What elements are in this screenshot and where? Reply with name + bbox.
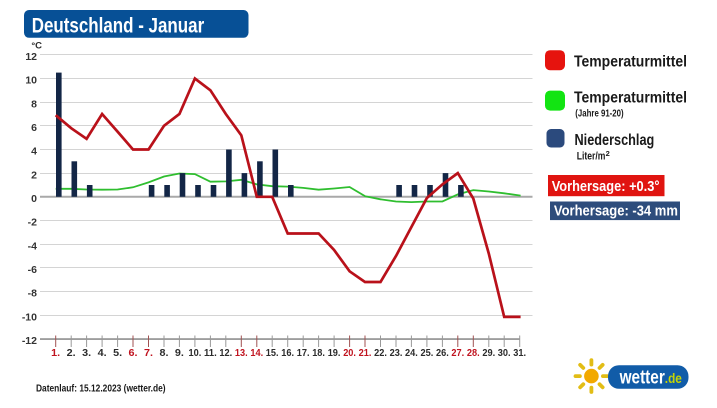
svg-text:12: 12	[25, 51, 37, 63]
svg-text:18.: 18.	[312, 347, 325, 359]
svg-text:-4: -4	[28, 240, 37, 252]
svg-text:24.: 24.	[405, 347, 418, 359]
svg-text:15.: 15.	[266, 347, 279, 359]
svg-text:21.: 21.	[359, 347, 372, 359]
svg-text:-12: -12	[22, 335, 37, 347]
svg-text:14.: 14.	[250, 347, 263, 359]
svg-text:10.: 10.	[189, 347, 202, 359]
svg-text:°C: °C	[31, 41, 42, 52]
svg-text:-10: -10	[22, 311, 37, 323]
svg-text:Temperaturmittel: Temperaturmittel	[574, 53, 687, 70]
svg-text:23.: 23.	[390, 347, 403, 359]
svg-text:17.: 17.	[297, 347, 310, 359]
svg-text:-8: -8	[28, 288, 37, 300]
svg-text:27.: 27.	[451, 347, 464, 359]
svg-text:-6: -6	[28, 264, 37, 276]
svg-text:8: 8	[31, 98, 37, 110]
svg-text:22.: 22.	[374, 347, 387, 359]
svg-text:Niederschlag: Niederschlag	[575, 132, 655, 149]
svg-text:12.: 12.	[219, 347, 232, 359]
svg-text:2.: 2.	[67, 347, 76, 359]
svg-text:wetter: wetter	[619, 367, 665, 388]
svg-text:7.: 7.	[144, 347, 153, 359]
svg-text:1.: 1.	[51, 347, 60, 359]
svg-text:31.: 31.	[513, 347, 526, 359]
svg-text:(Jahre 91-20): (Jahre 91-20)	[575, 108, 623, 119]
svg-text:2: 2	[606, 149, 610, 158]
svg-text:13.: 13.	[235, 347, 248, 359]
svg-text:3.: 3.	[82, 347, 91, 359]
svg-text:28.: 28.	[467, 347, 480, 359]
svg-text:-2: -2	[28, 217, 37, 229]
svg-text:.de: .de	[665, 370, 682, 386]
svg-text:Datenlauf: 15.12.2023 (wetter.: Datenlauf: 15.12.2023 (wetter.de)	[36, 384, 166, 395]
svg-text:Deutschland - Januar: Deutschland - Januar	[32, 15, 205, 38]
svg-text:Temperaturmittel: Temperaturmittel	[574, 90, 687, 107]
svg-text:25.: 25.	[421, 347, 434, 359]
svg-text:5.: 5.	[113, 347, 122, 359]
svg-text:30.: 30.	[498, 347, 511, 359]
svg-text:4.: 4.	[98, 347, 107, 359]
svg-text:2: 2	[31, 169, 37, 181]
svg-text:20.: 20.	[343, 347, 356, 359]
svg-text:6: 6	[31, 122, 37, 134]
svg-text:6.: 6.	[129, 347, 138, 359]
svg-text:26.: 26.	[436, 347, 449, 359]
svg-text:11.: 11.	[204, 347, 217, 359]
svg-text:9.: 9.	[175, 347, 184, 359]
svg-text:0: 0	[31, 193, 37, 205]
svg-text:Liter/m: Liter/m	[577, 150, 606, 162]
svg-text:4: 4	[31, 146, 37, 158]
svg-text:Vorhersage: -34 mm: Vorhersage: -34 mm	[554, 204, 678, 220]
svg-text:Vorhersage: +0.3°: Vorhersage: +0.3°	[552, 179, 660, 195]
svg-text:29.: 29.	[482, 347, 495, 359]
svg-text:8.: 8.	[160, 347, 169, 359]
svg-text:16.: 16.	[281, 347, 294, 359]
svg-text:19.: 19.	[328, 347, 341, 359]
svg-text:10: 10	[25, 75, 37, 87]
